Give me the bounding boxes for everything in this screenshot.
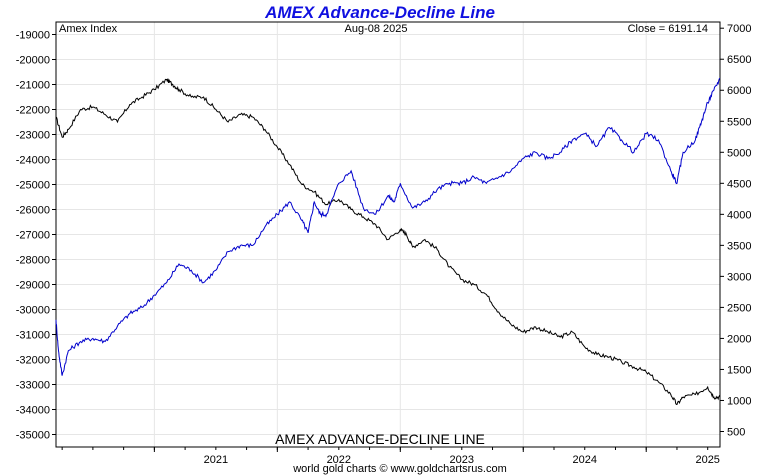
right-tick-label: 7000 bbox=[727, 23, 751, 35]
left-tick-label: -27000 bbox=[16, 230, 50, 242]
header-close: Close = 6191.14 bbox=[628, 23, 708, 35]
right-tick-label: 5500 bbox=[727, 116, 751, 128]
x-tick-label: 2025 bbox=[695, 454, 719, 466]
left-tick-label: -31000 bbox=[16, 330, 50, 342]
right-tick-label: 500 bbox=[727, 426, 745, 438]
left-tick-label: -26000 bbox=[16, 205, 50, 217]
left-tick-label: -19000 bbox=[16, 30, 50, 42]
left-tick-label: -23000 bbox=[16, 130, 50, 142]
left-axis: -19000 -20000 -21000 -22000 -23000 -24000 -250… bbox=[16, 30, 56, 442]
right-tick-label: 1500 bbox=[727, 364, 751, 376]
right-tick-label: 2000 bbox=[727, 333, 751, 345]
left-tick-label: -33000 bbox=[16, 380, 50, 392]
left-tick-label: -21000 bbox=[16, 80, 50, 92]
left-tick-label: -28000 bbox=[16, 255, 50, 267]
left-tick-label: -22000 bbox=[16, 105, 50, 117]
left-tick-label: -34000 bbox=[16, 405, 50, 417]
x-tick-label: 2023 bbox=[450, 454, 474, 466]
right-tick-label: 1000 bbox=[727, 395, 751, 407]
left-tick-label: -20000 bbox=[16, 55, 50, 67]
right-tick-label: 4500 bbox=[727, 178, 751, 190]
x-tick-label: 2024 bbox=[572, 454, 596, 466]
left-tick-label: -25000 bbox=[16, 180, 50, 192]
header-date: Aug-08 2025 bbox=[345, 23, 408, 35]
footer-credit: world gold charts © www.goldchartsrus.co… bbox=[292, 463, 507, 475]
right-tick-label: 6500 bbox=[727, 54, 751, 66]
right-axis: 7000 6500 6000 5500 5000 4500 4000 3500 3000 2500… bbox=[720, 23, 751, 438]
left-tick-label: -30000 bbox=[16, 305, 50, 317]
grid bbox=[56, 22, 720, 447]
x-axis: 2021 2022 2023 2024 2025 bbox=[61, 447, 720, 466]
left-tick-label: -32000 bbox=[16, 355, 50, 367]
left-tick-label: -24000 bbox=[16, 155, 50, 167]
series-amex-index bbox=[55, 77, 721, 376]
right-tick-label: 4000 bbox=[727, 209, 751, 221]
right-tick-label: 5000 bbox=[727, 147, 751, 159]
x-tick-label: 2022 bbox=[327, 454, 351, 466]
left-tick-label: -29000 bbox=[16, 280, 50, 292]
right-tick-label: 6000 bbox=[727, 85, 751, 97]
series-ad-line bbox=[55, 78, 721, 406]
right-tick-label: 3000 bbox=[727, 271, 751, 283]
right-tick-label: 3500 bbox=[727, 240, 751, 252]
chart-title: AMEX Advance-Decline Line bbox=[264, 3, 495, 22]
left-tick-label: -35000 bbox=[16, 430, 50, 442]
right-tick-label: 2500 bbox=[727, 302, 751, 314]
header-left: Amex Index bbox=[59, 23, 118, 35]
bottom-label: AMEX ADVANCE-DECLINE LINE bbox=[275, 431, 485, 447]
x-tick-label: 2021 bbox=[204, 454, 228, 466]
